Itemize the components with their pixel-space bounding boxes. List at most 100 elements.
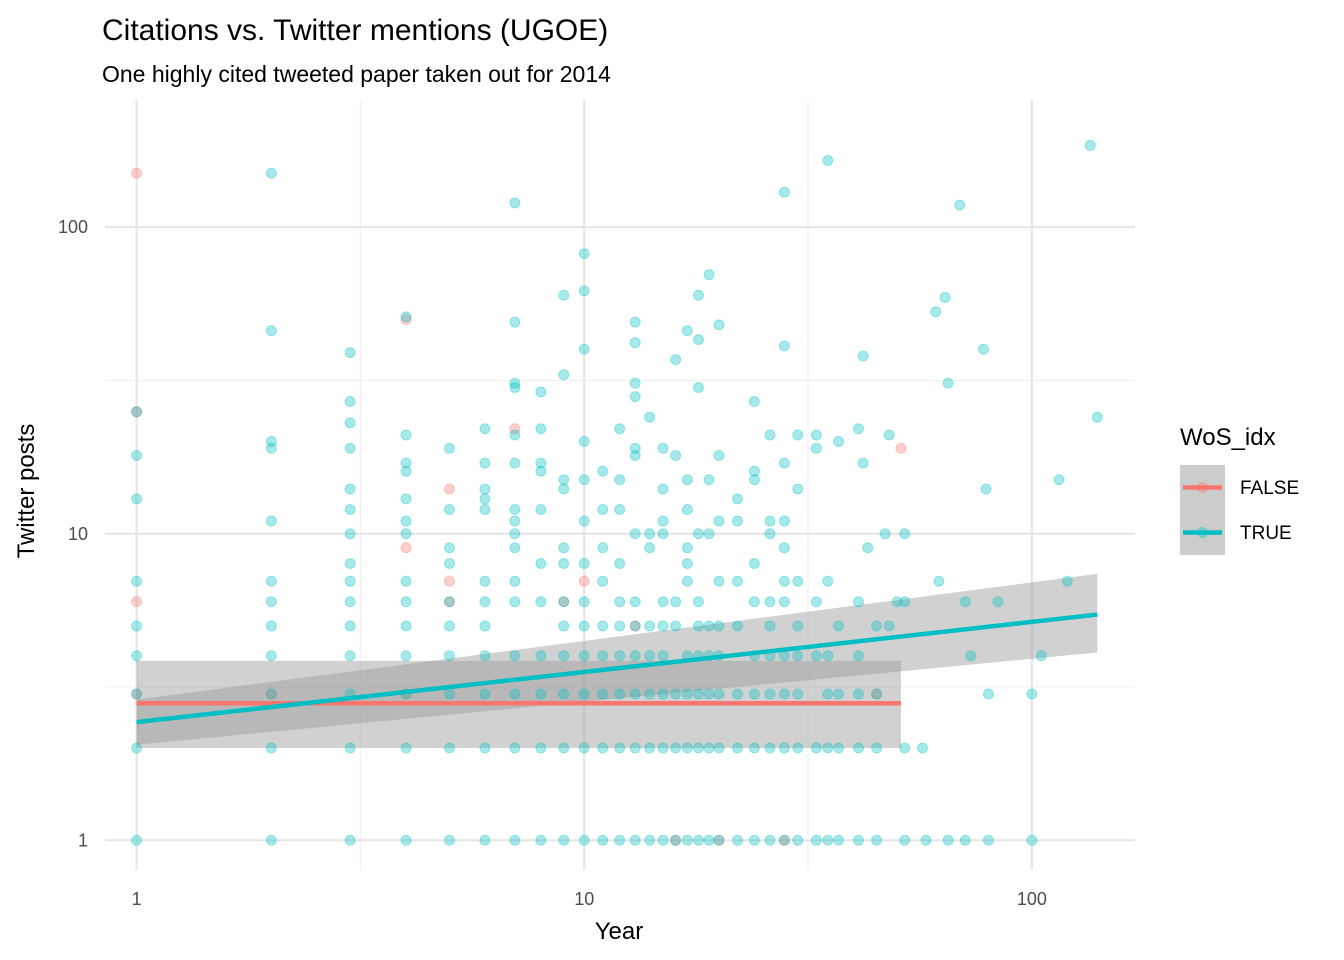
point-true xyxy=(614,834,626,846)
data-points xyxy=(131,139,1103,846)
trend-line-true xyxy=(136,612,1098,725)
point-true xyxy=(400,528,412,540)
point-true xyxy=(344,528,356,540)
point-true xyxy=(509,742,521,754)
point-true xyxy=(629,449,641,461)
point-true xyxy=(535,457,547,469)
point-true xyxy=(344,417,356,429)
point-true xyxy=(871,742,883,754)
point-true xyxy=(822,155,834,167)
point-true xyxy=(344,442,356,454)
point-true xyxy=(535,834,547,846)
point-true xyxy=(479,493,491,505)
point-true xyxy=(265,650,277,662)
point-true xyxy=(558,834,570,846)
point-true xyxy=(748,474,760,486)
point-true xyxy=(1061,575,1073,587)
point-true xyxy=(657,650,669,662)
point-true xyxy=(1084,139,1096,151)
point-false xyxy=(443,483,455,495)
x-tick-label: 1 xyxy=(132,889,142,909)
point-true xyxy=(657,528,669,540)
point-true xyxy=(344,834,356,846)
trend-lines xyxy=(136,612,1098,725)
point-true xyxy=(479,575,491,587)
point-false xyxy=(895,442,907,454)
x-axis-ticks: 1 10 100 xyxy=(132,889,1047,909)
point-true xyxy=(681,688,693,700)
point-true xyxy=(578,285,590,297)
point-true xyxy=(810,429,822,441)
point-true xyxy=(681,575,693,587)
point-true xyxy=(629,620,641,632)
point-true xyxy=(713,834,725,846)
point-true xyxy=(629,834,641,846)
point-true xyxy=(731,742,743,754)
point-true xyxy=(535,650,547,662)
point-true xyxy=(792,429,804,441)
point-true xyxy=(629,742,641,754)
point-true xyxy=(509,381,521,393)
point-true xyxy=(833,435,845,447)
point-true xyxy=(657,742,669,754)
point-true xyxy=(1035,650,1047,662)
legend-keys: FALSE TRUE xyxy=(1180,465,1299,555)
point-true xyxy=(810,834,822,846)
point-true xyxy=(578,343,590,355)
point-true xyxy=(644,742,656,754)
point-true xyxy=(578,557,590,569)
point-true xyxy=(778,650,790,662)
point-true xyxy=(400,596,412,608)
point-true xyxy=(778,575,790,587)
point-true xyxy=(265,596,277,608)
point-true xyxy=(535,423,547,435)
point-true xyxy=(614,650,626,662)
point-true xyxy=(992,596,1004,608)
point-true xyxy=(535,688,547,700)
point-true xyxy=(400,620,412,632)
point-true xyxy=(629,596,641,608)
point-true xyxy=(614,557,626,569)
point-true xyxy=(692,596,704,608)
point-true xyxy=(400,742,412,754)
point-true xyxy=(692,688,704,700)
point-false xyxy=(713,834,725,846)
point-true xyxy=(629,528,641,540)
point-true xyxy=(703,742,715,754)
point-true xyxy=(629,316,641,328)
point-true xyxy=(833,688,845,700)
point-true xyxy=(597,503,609,515)
point-true xyxy=(509,834,521,846)
point-true xyxy=(614,423,626,435)
point-true xyxy=(629,442,641,454)
point-true xyxy=(644,542,656,554)
point-true xyxy=(644,411,656,423)
point-true xyxy=(731,493,743,505)
point-true xyxy=(265,325,277,337)
point-true xyxy=(535,596,547,608)
point-true xyxy=(443,557,455,569)
legend-key-point xyxy=(1197,527,1208,538)
point-true xyxy=(443,650,455,662)
point-true xyxy=(778,688,790,700)
point-true xyxy=(792,483,804,495)
point-true xyxy=(644,650,656,662)
point-true xyxy=(578,435,590,447)
point-false xyxy=(131,688,143,700)
point-true xyxy=(822,742,834,754)
point-true xyxy=(748,688,760,700)
chart-subtitle: One highly cited tweeted paper taken out… xyxy=(102,61,611,87)
point-true xyxy=(509,197,521,209)
point-true xyxy=(344,557,356,569)
point-true xyxy=(443,442,455,454)
point-true xyxy=(731,834,743,846)
point-true xyxy=(558,557,570,569)
point-true xyxy=(748,465,760,477)
point-true xyxy=(853,650,865,662)
point-true xyxy=(822,834,834,846)
point-true xyxy=(1091,411,1103,423)
y-tick-label: 1 xyxy=(78,830,88,850)
point-false xyxy=(265,688,277,700)
point-true xyxy=(400,465,412,477)
point-true xyxy=(657,834,669,846)
